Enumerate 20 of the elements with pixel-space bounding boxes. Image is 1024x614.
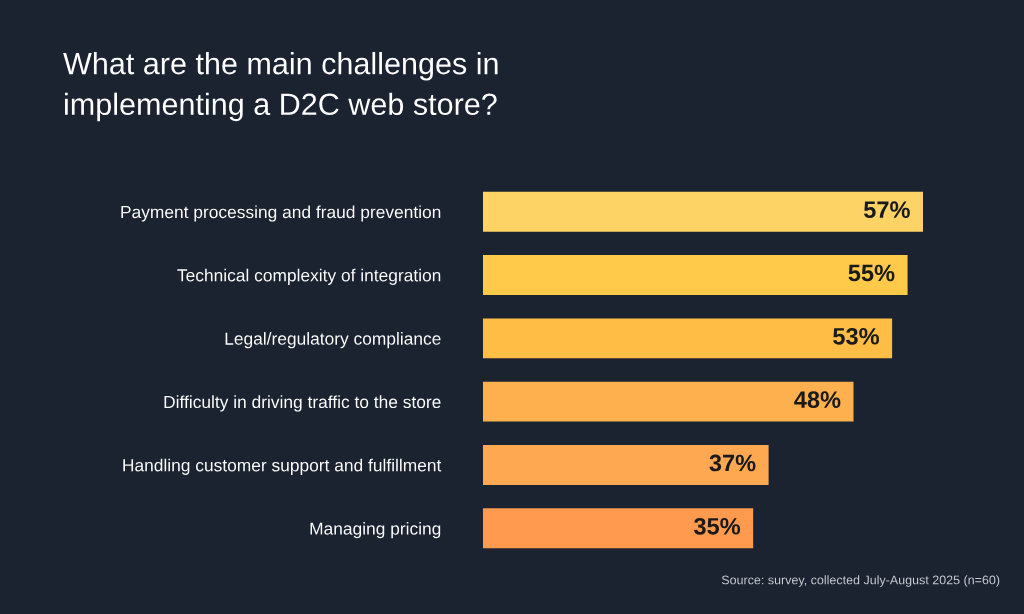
source-note: Source: survey, collected July-August 2025 (n=60)	[721, 575, 1000, 587]
data-label: 37%	[709, 454, 756, 472]
data-label: 48%	[794, 391, 841, 408]
chart-title: What are the main challenges in implementing a D2C web store?	[63, 52, 498, 122]
y-tick-label: Managing pricing	[310, 522, 441, 539]
bar	[483, 318, 893, 359]
y-tick-label: Payment processing and fraud prevention	[121, 205, 441, 222]
bar	[483, 255, 908, 295]
bar	[483, 381, 854, 422]
data-label: 53%	[833, 327, 879, 345]
y-tick-label: Difficulty in driving traffic to the store	[164, 395, 441, 412]
bar	[483, 445, 769, 485]
bar	[483, 508, 754, 549]
bar	[483, 191, 923, 232]
data-label: 35%	[693, 517, 741, 535]
data-label: 57%	[863, 201, 910, 219]
y-tick-label: Technical complexity of integration	[177, 268, 441, 285]
data-label: 55%	[848, 264, 895, 282]
y-tick-label: Legal/regulatory compliance	[225, 332, 441, 349]
y-tick-label: Handling customer support and fulfillment	[123, 458, 442, 475]
